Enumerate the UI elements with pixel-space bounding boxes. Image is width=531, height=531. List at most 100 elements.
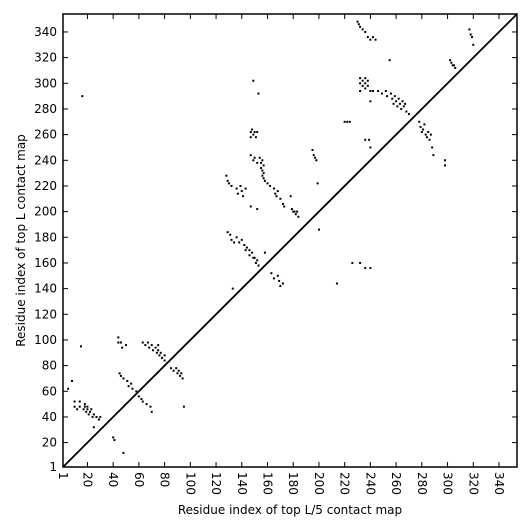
contact-point	[231, 287, 234, 290]
contact-point	[71, 380, 73, 383]
contact-point	[279, 197, 282, 200]
contact-point	[242, 195, 245, 198]
contact-point	[348, 120, 351, 123]
contact-point	[86, 408, 89, 411]
contact-point	[261, 159, 264, 162]
contact-point	[357, 23, 360, 26]
x-tick-label: 200	[312, 472, 326, 495]
contact-point	[161, 356, 164, 359]
contact-point	[177, 369, 180, 372]
contact-point	[398, 102, 401, 105]
contact-point	[95, 415, 98, 418]
contact-point	[391, 97, 394, 100]
contact-point	[292, 210, 295, 213]
contact-point	[454, 66, 457, 69]
contact-point	[252, 79, 255, 82]
contact-point	[154, 346, 157, 349]
contact-point	[90, 408, 93, 411]
contact-point	[78, 400, 81, 403]
contact-point	[393, 95, 396, 98]
contact-point	[364, 30, 367, 33]
contact-point	[351, 261, 354, 264]
contact-point	[248, 254, 251, 257]
contact-point	[364, 138, 367, 141]
contact-point	[150, 410, 153, 413]
y-axis-ticks: 1204060801001201401601802002202402602803…	[34, 25, 517, 474]
contact-point	[366, 36, 369, 39]
contact-point	[117, 341, 120, 344]
x-tick-label: 220	[338, 472, 352, 495]
contact-point	[144, 344, 147, 347]
contact-point	[235, 236, 238, 239]
contact-point	[251, 251, 254, 254]
contact-point	[254, 136, 257, 139]
contact-point	[422, 128, 425, 131]
contact-point	[252, 133, 255, 136]
contact-point	[293, 210, 296, 213]
contact-point	[260, 166, 263, 169]
contact-point	[83, 403, 86, 406]
contact-point	[384, 90, 387, 92]
contact-point	[256, 131, 259, 134]
contact-point	[404, 102, 407, 105]
contact-point	[389, 92, 392, 95]
contact-point	[262, 164, 265, 167]
contact-point	[118, 372, 121, 375]
x-tick-label: 120	[209, 472, 223, 495]
contact-point	[145, 403, 148, 406]
contact-point	[432, 154, 435, 157]
y-tick-label: 60	[42, 384, 57, 398]
contact-point	[366, 79, 369, 82]
contact-point	[76, 408, 79, 411]
x-tick-label: 20	[80, 472, 94, 487]
contact-point	[369, 90, 372, 92]
contact-point	[131, 387, 134, 390]
contact-point	[262, 172, 265, 175]
contact-point	[238, 241, 241, 244]
contact-point	[283, 205, 286, 208]
y-tick-label: 1	[49, 460, 57, 474]
x-tick-label: 340	[492, 472, 506, 495]
contact-point	[89, 410, 92, 413]
contact-point	[159, 351, 162, 354]
contact-point	[230, 184, 233, 187]
contact-point	[148, 346, 151, 349]
contact-point	[366, 84, 369, 87]
contact-point	[175, 367, 178, 370]
contact-point	[380, 92, 383, 95]
x-tick-label: 260	[389, 472, 403, 495]
contact-point	[83, 405, 86, 408]
contact-point	[226, 179, 229, 182]
x-axis-title: Residue index of top L/5 contact map	[178, 503, 402, 517]
contact-point	[420, 131, 423, 134]
contact-point	[424, 133, 427, 136]
contact-point	[276, 274, 279, 277]
contact-point	[405, 110, 408, 113]
contact-point	[260, 161, 263, 164]
contact-point	[113, 439, 116, 442]
contact-point	[140, 397, 143, 400]
contact-point	[296, 210, 299, 213]
contact-point	[82, 408, 85, 411]
contact-point	[364, 82, 367, 85]
contact-point	[431, 146, 434, 149]
contact-point	[92, 413, 95, 416]
y-tick-label: 200	[34, 205, 57, 219]
contact-point	[314, 156, 317, 159]
contact-point	[73, 405, 76, 408]
contact-point	[170, 367, 173, 370]
contact-point	[371, 90, 374, 92]
contact-point	[371, 36, 374, 39]
contact-point	[407, 113, 410, 116]
x-tick-label: 140	[235, 472, 249, 495]
y-tick-label: 280	[34, 102, 57, 116]
contact-point	[276, 190, 279, 193]
x-tick-label: 280	[415, 472, 429, 495]
contact-point	[155, 351, 158, 354]
contact-point	[229, 233, 232, 236]
contact-point	[85, 410, 88, 413]
contact-point	[364, 77, 367, 80]
contact-point	[130, 382, 133, 385]
x-tick-label: 240	[363, 472, 377, 495]
contact-point	[278, 279, 281, 282]
